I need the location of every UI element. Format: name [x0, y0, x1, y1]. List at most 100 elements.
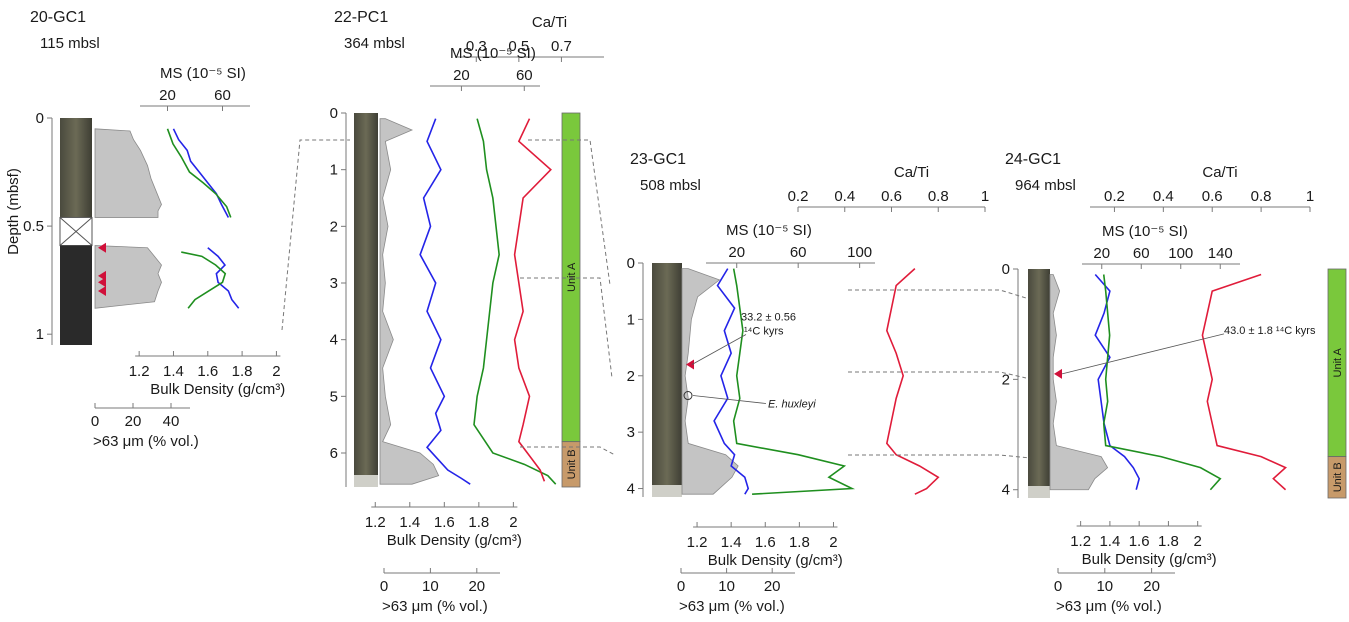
ms-axis-title: MS (10⁻⁵ SI): [1102, 223, 1188, 240]
bulk-density-line: [207, 247, 240, 309]
ms-line: [1102, 274, 1222, 491]
ms-axis-title: MS (10⁻⁵ SI): [450, 45, 536, 62]
depth-tick-label: 4: [627, 481, 635, 498]
density-axis-title: Bulk Density (g/cm³): [387, 532, 522, 549]
ca-ti-line: [885, 268, 940, 495]
density-tick-label: 1.6: [755, 534, 776, 551]
ms-tick-label: 60: [790, 244, 807, 261]
age-marker-icon: [98, 270, 106, 281]
age-marker-icon: [98, 285, 106, 296]
ms-tick-label: 20: [453, 67, 470, 84]
ca-ti-tick-label: 0.8: [928, 188, 949, 205]
ms-line: [473, 118, 557, 485]
density-tick-label: 1.2: [687, 534, 708, 551]
ms-tick-label: 100: [847, 244, 872, 261]
density-tick-label: 2: [272, 363, 280, 380]
ms-tick-label: 140: [1208, 245, 1233, 262]
correlation-line: [848, 289, 1027, 299]
ca-ti-axis-title: Ca/Ti: [894, 164, 929, 181]
grain-size-area: [94, 245, 162, 309]
grain-axis-title: >63 μm (% vol.): [1056, 598, 1162, 615]
unit-b-label: Unit B: [1332, 462, 1344, 492]
ms-line: [181, 251, 227, 309]
depth-tick-label: 0: [627, 255, 635, 272]
core-gap-cross: [59, 217, 93, 246]
grain-tick-label: 20: [764, 578, 781, 595]
age-annotation-unit: ¹⁴C kyrs: [744, 325, 784, 337]
annotation-leader: [692, 395, 767, 404]
ca-ti-tick-label: 0.8: [1251, 188, 1272, 205]
density-tick-label: 1.4: [721, 534, 742, 551]
ms-tick-label: 60: [1133, 245, 1150, 262]
depth-tick-label: 4: [1002, 482, 1010, 499]
unit-b-bar: [561, 441, 581, 488]
e-huxleyi-icon: [683, 391, 693, 401]
depth-tick-label: 6: [330, 445, 338, 462]
correlation-line: [520, 446, 616, 456]
grain-tick-label: 0: [1054, 578, 1062, 595]
bulk-density-line: [419, 118, 471, 485]
ca-ti-tick-label: 0.6: [881, 188, 902, 205]
density-axis-title: Bulk Density (g/cm³): [1082, 551, 1217, 568]
density-tick-label: 1.6: [434, 514, 455, 531]
density-axis-title: Bulk Density (g/cm³): [150, 381, 285, 398]
ca-ti-tick-label: 0.4: [1153, 188, 1174, 205]
grain-size-area: [1049, 274, 1109, 491]
ca-ti-axis-title: Ca/Ti: [1202, 164, 1237, 181]
grain-tick-label: 40: [163, 413, 180, 430]
depth-tick-label: 0: [36, 110, 44, 127]
grain-tick-label: 10: [718, 578, 735, 595]
density-tick-label: 1.2: [129, 363, 150, 380]
ms-line: [166, 128, 232, 218]
ms-tick-label: 20: [728, 244, 745, 261]
age-marker-icon: [98, 242, 106, 253]
depth-axis-title: Depth (mbsf): [5, 168, 22, 255]
grain-tick-label: 20: [1143, 578, 1160, 595]
density-tick-label: 1.8: [468, 514, 489, 531]
depth-tick-label: 5: [330, 388, 338, 405]
water-depth: 115 mbsl: [40, 35, 100, 52]
grain-tick-label: 20: [468, 578, 485, 595]
core-photo: [1028, 486, 1050, 498]
grain-size-area: [379, 118, 440, 485]
grain-axis-title: >63 μm (% vol.): [382, 598, 488, 615]
depth-tick-label: 2: [627, 368, 635, 385]
age-marker-icon: [1054, 368, 1062, 379]
ms-tick-label: 60: [214, 87, 231, 104]
density-tick-label: 1.4: [1099, 533, 1120, 550]
water-depth: 964 mbsl: [1015, 177, 1076, 194]
water-depth: 364 mbsl: [344, 35, 405, 52]
unit-a-label: Unit A: [1332, 347, 1344, 377]
depth-tick-label: 0: [330, 105, 338, 122]
grain-tick-label: 20: [125, 413, 142, 430]
density-tick-label: 1.8: [232, 363, 253, 380]
water-depth: 508 mbsl: [640, 177, 701, 194]
density-tick-label: 1.2: [365, 514, 386, 531]
grain-size-area: [94, 128, 162, 218]
depth-tick-label: 0: [1002, 261, 1010, 278]
depth-tick-label: 1: [36, 326, 44, 343]
ca-ti-line: [513, 118, 552, 482]
grain-axis-title: >63 μm (% vol.): [679, 598, 785, 615]
core-title: 22-PC1: [334, 9, 388, 26]
ca-ti-tick-label: 0.2: [788, 188, 809, 205]
depth-tick-label: 1: [330, 162, 338, 179]
correlation-line: [281, 139, 350, 331]
age-marker-icon: [686, 359, 694, 370]
unit-a-label: Unit A: [566, 262, 578, 292]
density-tick-label: 1.4: [399, 514, 420, 531]
ms-tick-label: 20: [1093, 245, 1110, 262]
depth-tick-label: 1: [627, 311, 635, 328]
core-photo: [354, 113, 378, 487]
ms-tick-label: 60: [516, 67, 533, 84]
density-tick-label: 2: [509, 514, 517, 531]
annotation-leader: [1061, 333, 1225, 375]
core-photo: [354, 475, 378, 487]
density-tick-label: 1.8: [789, 534, 810, 551]
depth-tick-label: 0.5: [23, 218, 44, 235]
depth-tick-label: 2: [330, 218, 338, 235]
